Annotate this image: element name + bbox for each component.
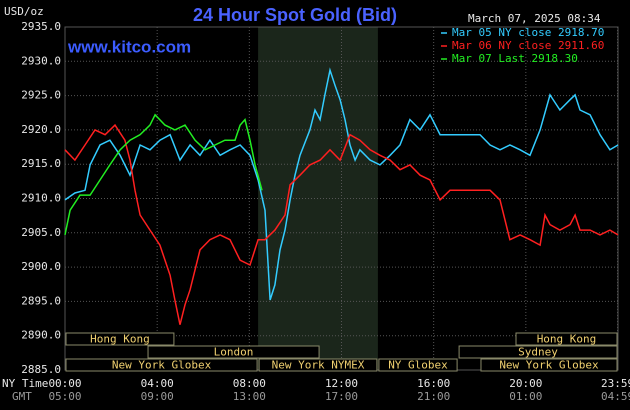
y-tick-label: 2885.0 [21, 363, 61, 376]
series-line [64, 123, 619, 325]
x-tick-label: 20:00 [509, 377, 542, 390]
y-tick-label: 2930.0 [21, 54, 61, 67]
legend-label: Mar 05 NY close 2918.70 [452, 26, 604, 39]
x-tick-label: 12:00 [325, 377, 358, 390]
x2-tick-label: 05:00 [48, 390, 81, 403]
session-label: New York NYMEX [272, 359, 365, 372]
y-tick-label: 2910.0 [21, 192, 61, 205]
y-tick-label: 2920.0 [21, 123, 61, 136]
series-line [64, 67, 619, 301]
x2-tick-label: 01:00 [509, 390, 542, 403]
x-axis-label: NY Time [2, 377, 48, 390]
y-tick-label: 2900.0 [21, 260, 61, 273]
session-bar [458, 345, 618, 359]
x-tick-label: 16:00 [417, 377, 450, 390]
legend-label: Mar 06 NY close 2911.60 [452, 39, 604, 52]
x2-tick-label: 17:00 [325, 390, 358, 403]
session-label: Hong Kong [90, 333, 150, 346]
x2-tick-label: 04:59 [601, 390, 630, 403]
x2-axis-label: GMT [12, 390, 32, 403]
y-tick-label: 2895.0 [21, 294, 61, 307]
timestamp: March 07, 2025 08:34 [468, 12, 601, 25]
x-tick-label: 23:59 [601, 377, 630, 390]
chart-title: 24 Hour Spot Gold (Bid) [193, 5, 397, 25]
session-bar [378, 358, 458, 372]
x-tick-label: 08:00 [233, 377, 266, 390]
session-bar [515, 332, 618, 346]
x-tick-label: 00:00 [48, 377, 81, 390]
y-tick-label: 2890.0 [21, 329, 61, 342]
y-tick-label: 2925.0 [21, 89, 61, 102]
session-bar [147, 345, 320, 359]
series-line [64, 113, 263, 236]
session-bar [258, 358, 378, 372]
session-bar [65, 332, 175, 346]
x2-tick-label: 13:00 [233, 390, 266, 403]
legend-label: Mar 07 Last 2918.30 [452, 52, 578, 65]
session-bar [65, 358, 258, 372]
y-tick-label: 2905.0 [21, 226, 61, 239]
x2-tick-label: 09:00 [141, 390, 174, 403]
session-label: London [214, 346, 254, 359]
unit-label: USD/oz [4, 5, 44, 18]
session-label: Sydney [518, 346, 558, 359]
x2-tick-label: 21:00 [417, 390, 450, 403]
session-label: Hong Kong [537, 333, 597, 346]
website: www.kitco.com [67, 37, 191, 56]
session-label: NY Globex [388, 359, 448, 372]
session-label: New York Globex [112, 359, 212, 372]
y-tick-label: 2935.0 [21, 20, 61, 33]
session-label: New York Globex [499, 359, 599, 372]
x-tick-label: 04:00 [141, 377, 174, 390]
y-tick-label: 2915.0 [21, 157, 61, 170]
session-bar [480, 358, 618, 372]
